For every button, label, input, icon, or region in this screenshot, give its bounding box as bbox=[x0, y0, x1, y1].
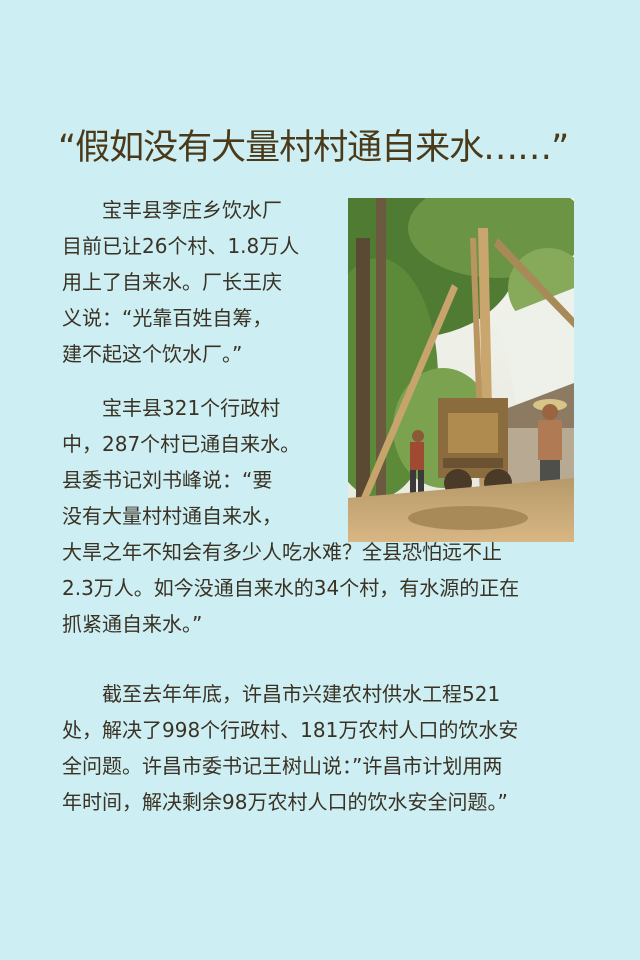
article-photo bbox=[348, 198, 574, 542]
paragraph-3-line: 年时间，解决剩余98万农村人口的饮水安全问题。” bbox=[62, 790, 508, 814]
paragraph-1-line: 目前已让26个村、1.8万人 bbox=[62, 234, 300, 258]
paragraph-3-line: 处，解决了998个行政村、181万农村人口的饮水安 bbox=[62, 718, 519, 742]
paragraph-2-line: 2.3万人。如今没通自来水的34个村，有水源的正在 bbox=[62, 576, 520, 600]
paragraph-1-line: 宝丰县李庄乡饮水厂 bbox=[62, 198, 282, 222]
paragraph-1-line: 建不起这个饮水厂。” bbox=[62, 342, 243, 366]
paragraph-3: 截至去年年底，许昌市兴建农村供水工程521 处，解决了998个行政村、181万农… bbox=[62, 676, 518, 820]
well-drilling-photo-icon bbox=[348, 198, 574, 542]
paragraph-2-line: 抓紧通自来水。” bbox=[62, 612, 203, 636]
paragraph-2-line: 大旱之年不知会有多少人吃水难？全县恐怕远不止 bbox=[62, 540, 502, 564]
paragraph-3-line: 全问题。许昌市委书记王树山说：”许昌市计划用两 bbox=[62, 754, 503, 778]
paragraph-2-line: 县委书记刘书峰说：“要 bbox=[62, 468, 273, 492]
paragraph-1: 宝丰县李庄乡饮水厂 目前已让26个村、1.8万人 用上了自来水。厂长王庆 义说：… bbox=[62, 192, 299, 372]
paragraph-1-line: 义说：“光靠百姓自筹， bbox=[62, 306, 273, 330]
paragraph-3-line: 截至去年年底，许昌市兴建农村供水工程521 bbox=[62, 682, 501, 706]
paragraph-2-line: 中，287个村已通自来水。 bbox=[62, 432, 301, 456]
paragraph-2-line: 宝丰县321个行政村 bbox=[62, 396, 281, 420]
paragraph-1-line: 用上了自来水。厂长王庆 bbox=[62, 270, 282, 294]
paragraph-2: 宝丰县321个行政村 中，287个村已通自来水。 县委书记刘书峰说：“要 没有大… bbox=[62, 390, 519, 642]
paragraph-2-line: 没有大量村村通自来水， bbox=[62, 504, 282, 528]
article-title: “假如没有大量村村通自来水……” bbox=[58, 128, 569, 168]
